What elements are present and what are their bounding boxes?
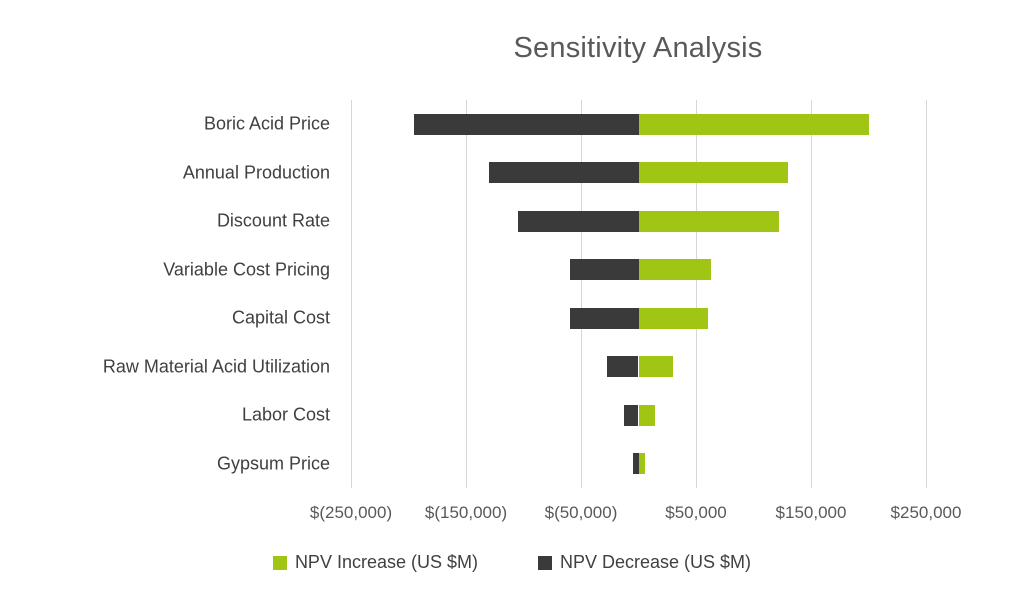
x-tick-label: $(50,000) (544, 503, 618, 522)
category-label: Capital Cost (231, 307, 330, 328)
x-tick-label: $150,000 (775, 503, 847, 522)
category-label: Boric Acid Price (203, 113, 330, 134)
x-tick-label: $50,000 (665, 503, 727, 522)
bar-npv-decrease (489, 162, 639, 184)
legend: NPV Increase (US $M) NPV Decrease (US $M) (0, 552, 1024, 573)
x-tick-label: $250,000 (890, 503, 962, 522)
x-tick-label: $(150,000) (424, 503, 508, 522)
category-label: Raw Material Acid Utilization (102, 356, 330, 377)
bar-npv-increase (638, 113, 869, 135)
gridline (696, 100, 697, 488)
category-label: Labor Cost (241, 404, 330, 425)
category-label: Variable Cost Pricing (163, 259, 330, 280)
bar-npv-decrease (517, 210, 639, 232)
x-tick-label: $(250,000) (309, 503, 393, 522)
gridline (811, 100, 812, 488)
bar-npv-decrease (569, 259, 639, 281)
legend-item: NPV Decrease (US $M) (538, 552, 751, 573)
bar-npv-increase (638, 453, 646, 475)
bar-npv-decrease (623, 404, 639, 426)
gridline (581, 100, 582, 488)
legend-swatch-icon (538, 555, 552, 570)
bar-npv-decrease (569, 307, 639, 329)
gridline (466, 100, 467, 488)
bar-npv-decrease (414, 113, 639, 135)
category-label: Gypsum Price (216, 453, 330, 474)
bar-npv-increase (638, 404, 655, 426)
bar-npv-increase (638, 210, 779, 232)
bar-npv-increase (638, 259, 711, 281)
bar-npv-increase (638, 307, 708, 329)
legend-label: NPV Increase (US $M) (294, 552, 478, 572)
legend-swatch-icon (272, 555, 287, 570)
category-label: Annual Production (182, 162, 330, 183)
legend-item: NPV Increase (US $M) (272, 552, 478, 573)
chart-title: Sensitivity Analysis (513, 32, 763, 64)
category-label: Discount Rate (216, 210, 330, 231)
bar-npv-decrease (632, 453, 639, 475)
bar-npv-decrease (607, 356, 639, 378)
gridline (351, 100, 352, 488)
gridline (926, 100, 927, 488)
bar-npv-increase (638, 162, 788, 184)
legend-label: NPV Decrease (US $M) (560, 552, 752, 572)
bar-npv-increase (638, 356, 673, 378)
